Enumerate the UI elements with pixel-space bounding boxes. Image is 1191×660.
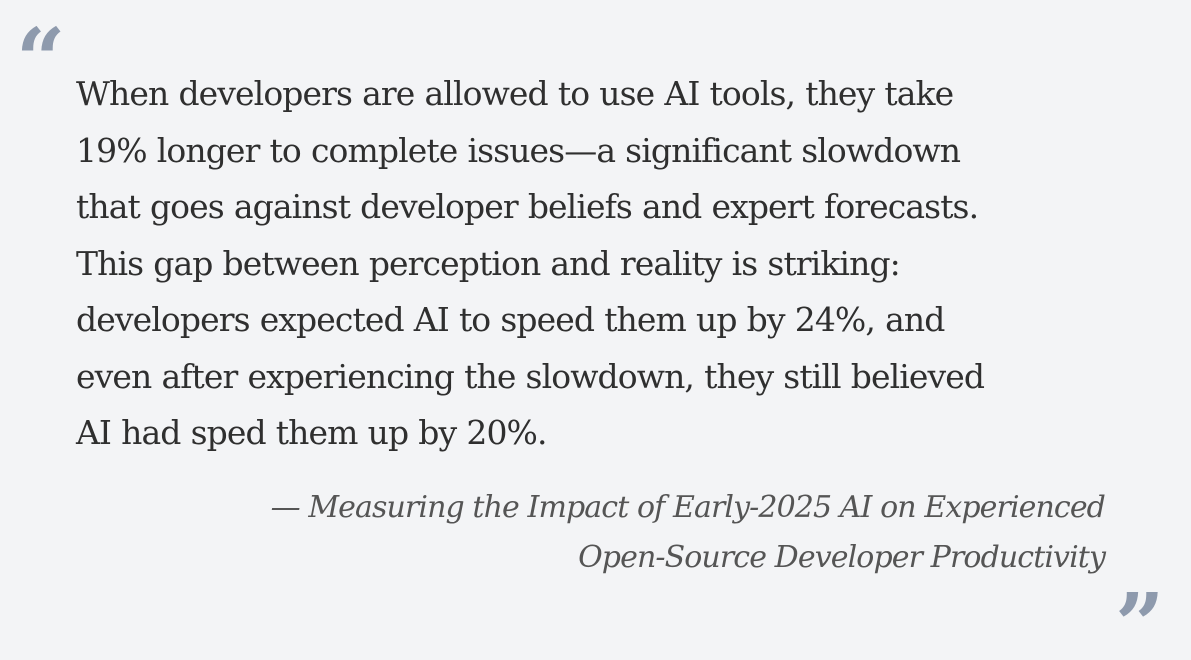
close-quote-icon: ” [1115,575,1165,660]
quote-line: even after experiencing the slowdown, th… [76,356,985,396]
quote-attribution: — Measuring the Impact of Early-2025 AI … [120,483,1106,583]
open-quote-icon: “ [16,10,66,111]
quote-line: When developers are allowed to use AI to… [76,74,954,113]
quote-line: This gap between perception and reality … [76,243,901,283]
attribution-line: Open-Source Developer Productivity [578,540,1106,575]
quote-line: AI had sped them up by 20%. [76,413,547,452]
quote-line: developers expected AI to speed them up … [76,300,945,339]
quote-line: 19% longer to complete issues—a signific… [76,130,961,170]
quote-line: that goes against developer beliefs and … [76,187,979,226]
quote-body: When developers are allowed to use AI to… [76,66,1086,462]
attribution-line: — Measuring the Impact of Early-2025 AI … [270,490,1106,525]
